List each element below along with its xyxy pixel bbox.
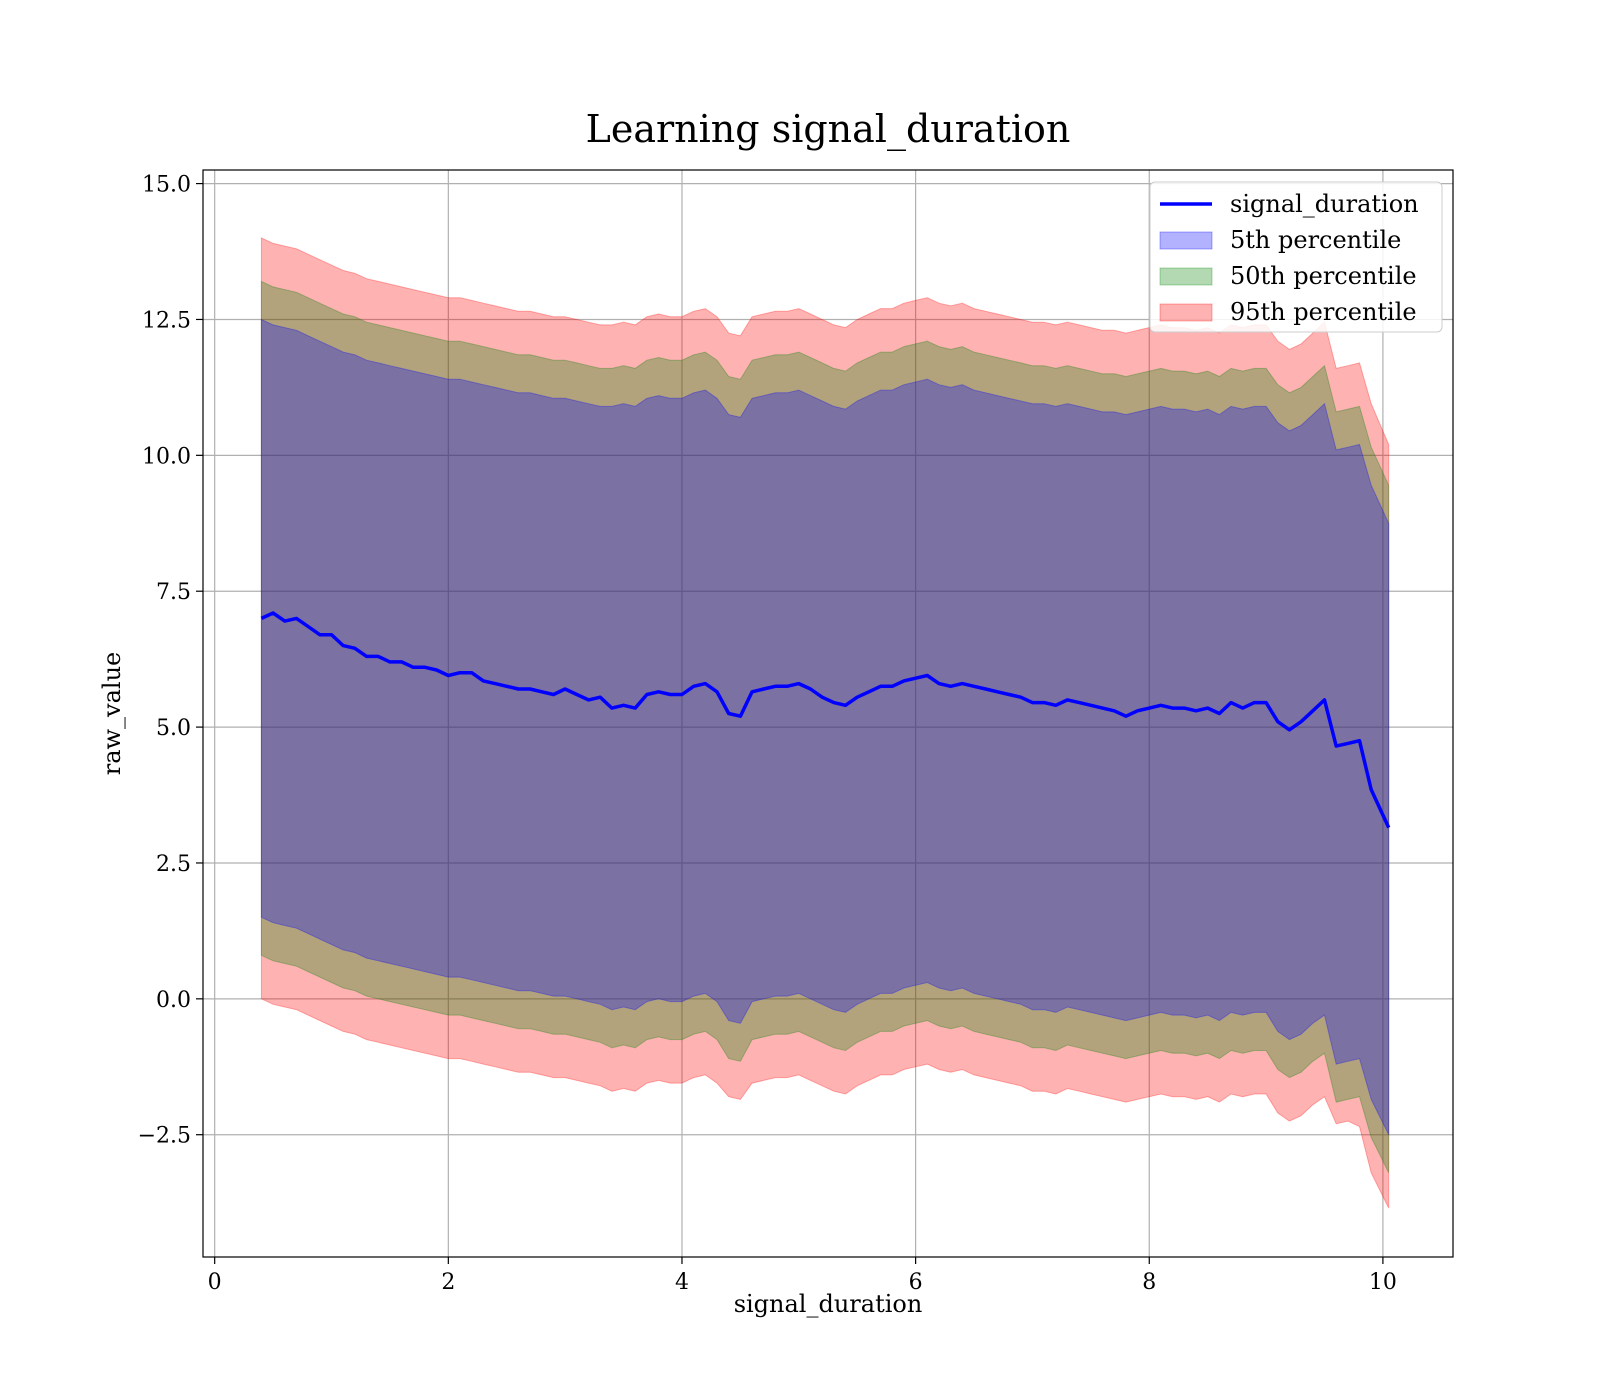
y-tick-label: −2.5 (138, 1124, 191, 1149)
x-tick-label: 2 (441, 1270, 455, 1295)
y-tick-label: 10.0 (142, 444, 191, 469)
chart-title: Learning signal_duration (586, 107, 1071, 152)
legend-label: 50th percentile (1230, 262, 1417, 290)
x-axis-ticks: 0 2 4 6 8 10 (208, 1257, 1397, 1295)
x-tick-label: 6 (909, 1270, 923, 1295)
legend-label: 95th percentile (1230, 298, 1417, 326)
y-tick-label: 0.0 (156, 988, 191, 1013)
y-axis-label: raw_value (98, 652, 126, 776)
legend-swatch-5th-percentile (1159, 231, 1213, 250)
legend-label: 5th percentile (1230, 226, 1401, 254)
y-tick-label: 2.5 (156, 852, 191, 877)
y-tick-label: 15.0 (142, 173, 191, 198)
y-tick-label: 5.0 (156, 716, 191, 741)
y-tick-label: 12.5 (142, 308, 191, 333)
band-5th-percentile (260, 318, 1390, 1135)
grid (203, 170, 1453, 1257)
series-line-signal_duration (260, 611, 1391, 829)
band-50th-percentile (260, 280, 1390, 1174)
legend-label: signal_duration (1230, 190, 1419, 218)
x-tick-label: 4 (675, 1270, 689, 1295)
legend-swatch-95th-percentile (1159, 303, 1213, 322)
legend: signal_duration 5th percentile 50th percen… (1149, 181, 1443, 333)
percentile-bands (260, 237, 1390, 1209)
x-tick-label: 10 (1369, 1270, 1397, 1295)
x-tick-label: 8 (1142, 1270, 1156, 1295)
legend-swatch-50th-percentile (1159, 267, 1213, 286)
legend-box (1149, 181, 1443, 333)
x-tick-label: 0 (208, 1270, 222, 1295)
y-tick-label: 7.5 (156, 580, 191, 605)
x-axis-label: signal_duration (734, 1290, 923, 1318)
plot-frame (202, 169, 1454, 1258)
series-lines (260, 611, 1391, 829)
y-axis-ticks: −2.5 0.0 2.5 5.0 7.5 10.0 12.5 15.0 (138, 173, 203, 1149)
band-95th-percentile (260, 237, 1390, 1209)
